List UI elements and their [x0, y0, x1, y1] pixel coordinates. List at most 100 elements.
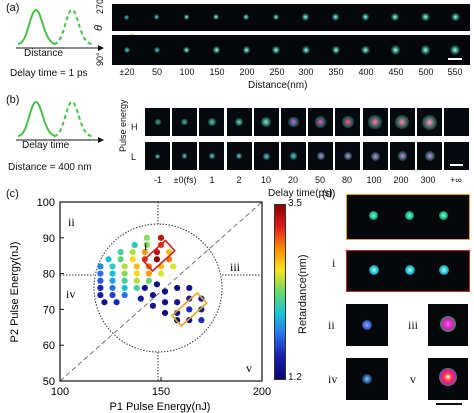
panel-b-xtick: ±0(fs): [173, 175, 197, 185]
panel-b-xtick: 80: [341, 175, 352, 185]
spot: [420, 45, 430, 55]
delay-tile: [444, 142, 470, 170]
delay-tile: [199, 142, 225, 170]
panel-b-schematic: [16, 100, 104, 143]
panel-a-distance-label: Distance: [24, 48, 63, 59]
scatter-point: [186, 317, 193, 324]
scatter-point: [153, 281, 161, 288]
scatter-point: [137, 295, 144, 302]
region-label-iii: iii: [230, 260, 241, 274]
delay-tile: [417, 142, 442, 170]
delay-tile: [417, 108, 442, 136]
x-tick-label: 200: [253, 386, 271, 398]
spot: [361, 45, 370, 55]
delay-tile: [444, 108, 470, 136]
scatter-point: [109, 291, 116, 299]
panel-d-label-ii: ii: [328, 318, 335, 332]
spot: [154, 14, 160, 20]
x-tick-label: 100: [51, 386, 69, 398]
colorbar-max: 3.5: [288, 198, 302, 209]
region-label-i: i: [144, 239, 148, 253]
delay-tile: [281, 142, 306, 170]
spot: [272, 46, 280, 54]
scatter-point: [101, 299, 108, 306]
scatter-point: [186, 284, 193, 292]
scatter-point: [153, 256, 161, 263]
spot: [450, 12, 460, 22]
panel-a-strip-top: [112, 4, 470, 31]
scatter-point: [161, 309, 169, 317]
panel-a-xlabel: Distance(nm): [248, 80, 308, 91]
scatter-point: [149, 302, 157, 309]
panel-d-image-iii: [428, 304, 468, 346]
scatter-point: [145, 270, 152, 277]
scatter-point: [157, 270, 165, 277]
delay-tile: [362, 108, 388, 136]
panel-b-xtick: -1: [153, 175, 162, 185]
spot: [332, 13, 340, 21]
scatter-point: [97, 270, 104, 277]
scatter-point: [113, 299, 120, 306]
scatter-point: [97, 284, 104, 292]
panel-d-label-iii: iii: [408, 318, 419, 332]
panel-a-xtick: 100: [179, 67, 195, 77]
y-tick-label: 70: [43, 304, 55, 316]
panel-b-xtick: 300: [420, 175, 436, 185]
x-tick-label: 150: [152, 386, 170, 398]
scatter-chart: 100 150 200 50 60 70 80 90 100 P1 Pulse Energy(n…: [9, 197, 271, 413]
scatter-point: [174, 299, 181, 306]
panel-d-image-iv: [346, 358, 388, 400]
scatter-point: [157, 234, 165, 241]
panel-d-label-i: i: [332, 256, 336, 270]
scatter-point: [121, 277, 128, 284]
panel-d-scale-bar: [436, 403, 462, 405]
panel-a-xtick: ±20: [119, 67, 135, 77]
panel-a-xtick: 350: [328, 67, 344, 77]
scatter-point: [133, 270, 140, 277]
spot: [390, 45, 400, 55]
scatter-point: [198, 317, 205, 324]
diagonal-line: [59, 201, 263, 382]
scatter-point: [143, 234, 150, 241]
chart-xlabel: P1 Pulse Energy(nJ): [110, 401, 211, 413]
scatter-point: [129, 256, 136, 263]
panel-d-image-ii: [346, 304, 388, 346]
spot: [450, 45, 460, 55]
panel-b-xtick: 100: [366, 175, 382, 185]
highlight-box-red: [142, 239, 176, 273]
delay-tile: [308, 142, 334, 170]
scatter-point: [133, 263, 140, 270]
scatter-point: [121, 270, 128, 277]
panel-a-xtick: 450: [388, 67, 404, 77]
panel-a-xtick: 400: [358, 67, 374, 77]
scatter-point: [131, 241, 138, 249]
panel-d-label-v: v: [410, 372, 416, 386]
colorbar-label: Retardance(nm): [297, 254, 309, 334]
scatter-point: [133, 284, 140, 292]
panel-d-image-i-bottom: [346, 250, 470, 292]
delay-tile: [172, 108, 198, 136]
delay-tile: [335, 142, 361, 170]
scatter-point: [121, 291, 128, 299]
scatter-point: [161, 288, 169, 295]
scatter-point: [109, 270, 116, 277]
spot: [421, 12, 430, 22]
delay-tile: [335, 108, 361, 136]
highlight-box-yellow: [170, 291, 208, 328]
scatter-point: [198, 306, 205, 313]
delay-tile: [145, 108, 170, 136]
spot: [301, 45, 310, 55]
panel-b-tiles: [145, 108, 471, 172]
scatter-point: [109, 277, 116, 284]
panel-b-xtick: 1: [209, 175, 215, 185]
scatter-point: [186, 306, 193, 313]
delay-tile: [145, 142, 170, 170]
panel-c-label: (c): [6, 188, 19, 200]
y-tick-label: 50: [43, 376, 55, 388]
spot: [153, 46, 160, 54]
scatter-point: [161, 299, 169, 306]
delay-tile: [226, 108, 252, 136]
delay-tile: [199, 108, 225, 136]
panel-a-strip-bottom: [112, 35, 470, 65]
colorbar: [274, 204, 286, 380]
